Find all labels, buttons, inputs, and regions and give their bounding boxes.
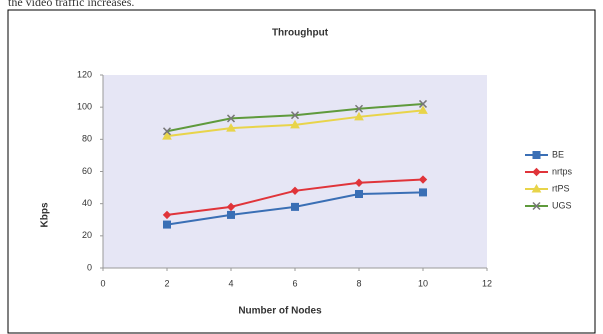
legend-label: BE — [552, 149, 564, 159]
plot-area — [103, 75, 487, 268]
legend-label: nrtps — [552, 166, 573, 176]
marker — [419, 188, 427, 197]
marker — [291, 202, 299, 211]
y-tick-label: 20 — [82, 230, 92, 240]
marker — [227, 210, 235, 219]
marker — [226, 123, 236, 132]
marker — [226, 114, 236, 123]
x-tick-label: 8 — [356, 278, 361, 288]
legend-marker — [531, 183, 542, 193]
marker — [162, 127, 172, 136]
legend-label: rtPS — [552, 183, 570, 193]
marker — [354, 104, 364, 113]
x-tick-label: 4 — [228, 278, 233, 288]
marker — [418, 105, 428, 114]
y-tick-label: 40 — [82, 198, 92, 208]
chart-title: Throughput — [272, 28, 329, 39]
x-tick-label: 2 — [164, 278, 169, 288]
marker — [354, 111, 364, 121]
legend-label: UGS — [552, 200, 572, 210]
x-axis-label: Number of Nodes — [238, 306, 322, 317]
caption: the video traffic increases. — [8, 0, 134, 9]
marker — [354, 178, 364, 187]
marker — [163, 220, 171, 229]
y-tick-label: 100 — [77, 102, 92, 112]
y-axis-label: Kbps — [40, 202, 51, 227]
x-tick-label: 12 — [482, 278, 492, 288]
legend-marker — [532, 151, 541, 159]
marker — [290, 119, 300, 129]
marker — [290, 111, 300, 120]
x-tick-label: 10 — [418, 278, 428, 288]
marker — [162, 210, 172, 220]
x-tick-label: 6 — [292, 278, 297, 288]
marker — [162, 131, 172, 140]
marker — [226, 202, 236, 212]
legend-marker — [532, 201, 541, 211]
y-tick-label: 120 — [77, 69, 92, 79]
y-tick-label: 0 — [87, 262, 92, 272]
marker — [418, 175, 428, 184]
x-tick-label: 0 — [100, 278, 105, 288]
marker — [290, 186, 300, 196]
y-tick-label: 80 — [82, 134, 92, 144]
legend-marker — [532, 167, 541, 177]
y-tick-label: 60 — [82, 166, 92, 176]
marker — [418, 99, 428, 108]
marker — [355, 190, 363, 199]
